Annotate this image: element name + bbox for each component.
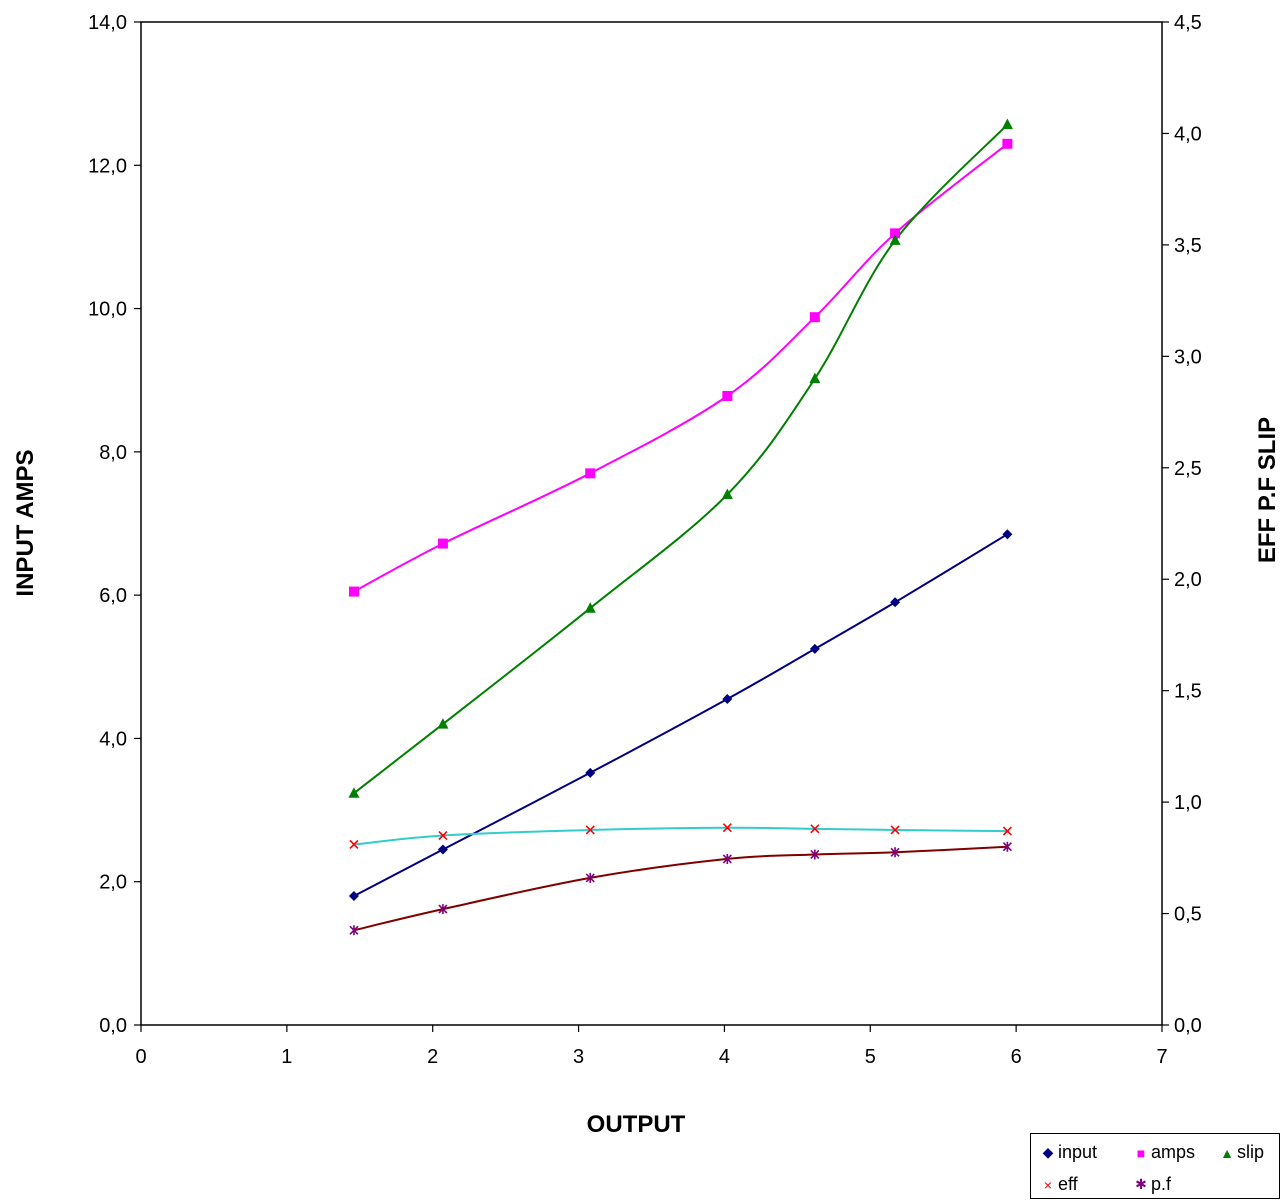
- left-y-tick-label: 6,0: [99, 585, 127, 607]
- slip-data-point: [889, 234, 901, 245]
- eff-data-point: [1002, 826, 1012, 836]
- eff-data-point: [722, 823, 732, 833]
- amps-series-line: [353, 143, 1009, 593]
- eff-data-point: [438, 830, 448, 841]
- right-y-tick-label: 0,0: [1174, 1015, 1202, 1037]
- x-tick-label: 6: [1011, 1046, 1022, 1068]
- diamond-marker-icon: ◆: [1042, 1144, 1054, 1160]
- p-f-series-line: [353, 845, 1008, 932]
- x-tick-label: 5: [865, 1046, 876, 1068]
- p-f-data-point: [438, 904, 448, 915]
- legend-label: eff: [1058, 1174, 1078, 1194]
- left-y-tick-label: 10,0: [88, 299, 127, 321]
- x-tick-label: 7: [1156, 1046, 1167, 1068]
- series-lines: [353, 123, 1009, 932]
- legend-label: slip: [1237, 1142, 1265, 1162]
- p-f-data-point: [722, 853, 732, 864]
- input-data-point: [348, 891, 359, 902]
- x-axis-title: OUTPUT: [587, 1111, 686, 1138]
- left-y-tick-label: 8,0: [99, 442, 127, 464]
- amps-data-point: [437, 538, 448, 549]
- right-y-tick-label: 3,5: [1174, 235, 1202, 257]
- input-data-point: [890, 597, 901, 608]
- input-data-point: [722, 694, 733, 705]
- slip-data-point: [721, 488, 733, 500]
- input-data-point: [585, 767, 596, 778]
- legend-label: amps: [1151, 1142, 1196, 1162]
- left-y-tick-label: 0,0: [99, 1015, 127, 1037]
- eff-data-point: [349, 839, 359, 850]
- x-tick-label: 3: [573, 1046, 584, 1068]
- legend-item-slip: ▲ slip: [1220, 1142, 1264, 1163]
- square-marker-icon: ■: [1136, 1144, 1146, 1161]
- amps-data-point: [1002, 138, 1013, 149]
- amps-data-point: [809, 312, 820, 323]
- slip-data-point: [437, 718, 449, 729]
- input-series-line: [353, 533, 1008, 897]
- x-axis-ticks: 0 1 2 3 4 5 6 7: [135, 1025, 1168, 1068]
- p-f-data-point: [585, 872, 595, 883]
- amps-data-point: [890, 228, 901, 239]
- right-y-tick-label: 4,5: [1174, 12, 1202, 34]
- legend: ◆ input ■ amps ▲ slip × eff ✱ p.f: [1030, 1133, 1280, 1199]
- right-y-tick-label: 1,5: [1174, 681, 1202, 703]
- eff-data-point: [890, 825, 900, 835]
- slip-data-point: [809, 372, 821, 384]
- amps-data-point: [585, 468, 596, 479]
- left-y-axis-title: INPUT AMPS: [12, 449, 39, 596]
- legend-item-input: ◆ input: [1041, 1142, 1097, 1163]
- legend-item-eff: × eff: [1041, 1174, 1078, 1195]
- eff-series-line: [353, 826, 1008, 846]
- left-y-axis-ticks: 0,0 2,0 4,0 6,0 8,0 10,0 12,0 14,0: [88, 12, 141, 1037]
- x-marker-icon: ×: [1043, 1176, 1053, 1193]
- slip-data-point: [1001, 118, 1013, 130]
- left-y-tick-label: 2,0: [99, 872, 127, 894]
- slip-data-point: [584, 602, 596, 613]
- slip-data-point: [348, 787, 360, 798]
- p-f-data-point: [1002, 841, 1012, 852]
- input-data-point: [1002, 529, 1013, 540]
- input-data-point: [437, 844, 448, 855]
- left-y-tick-label: 12,0: [88, 155, 127, 177]
- legend-item-p-f: ✱ p.f: [1134, 1174, 1171, 1195]
- right-y-tick-label: 2,0: [1174, 569, 1202, 591]
- p-f-data-point: [810, 849, 820, 860]
- x-tick-label: 2: [427, 1046, 438, 1068]
- right-y-axis-title: EFF P.F SLIP: [1254, 417, 1281, 563]
- x-tick-label: 0: [135, 1046, 146, 1068]
- legend-label: p.f: [1151, 1174, 1172, 1194]
- triangle-marker-icon: ▲: [1220, 1144, 1234, 1161]
- plot-area: [140, 21, 1163, 1026]
- right-y-tick-label: 2,5: [1174, 458, 1202, 480]
- eff-data-point: [810, 824, 820, 834]
- legend-item-amps: ■ amps: [1134, 1142, 1195, 1163]
- amps-data-point: [348, 586, 359, 597]
- eff-data-point: [585, 825, 595, 835]
- p-f-data-point: [890, 847, 900, 858]
- amps-data-point: [722, 390, 733, 401]
- right-y-tick-label: 3,0: [1174, 346, 1202, 368]
- x-tick-label: 1: [281, 1046, 292, 1068]
- series-markers: [348, 118, 1013, 936]
- legend-label: input: [1058, 1142, 1098, 1162]
- right-y-tick-label: 1,0: [1174, 792, 1202, 814]
- star-marker-icon: ✱: [1135, 1176, 1147, 1192]
- p-f-data-point: [349, 925, 359, 936]
- x-tick-label: 4: [719, 1046, 730, 1068]
- left-y-tick-label: 14,0: [88, 12, 127, 34]
- right-y-axis-ticks: 0,0 0,5 1,0 1,5 2,0 2,5 3,0 3,5 4,0 4,5: [1162, 12, 1202, 1037]
- right-y-tick-label: 4,0: [1174, 123, 1202, 145]
- left-y-tick-label: 4,0: [99, 728, 127, 750]
- input-data-point: [809, 643, 820, 654]
- right-y-tick-label: 0,5: [1174, 904, 1202, 926]
- slip-series-line: [353, 123, 1009, 794]
